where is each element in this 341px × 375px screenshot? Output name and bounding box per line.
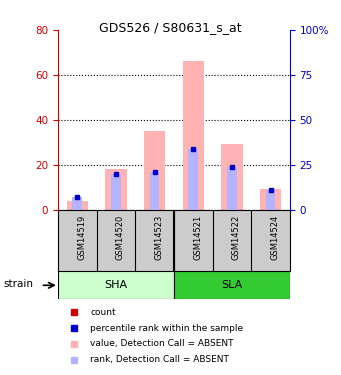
- Bar: [183, 62, 204, 210]
- Text: GSM14519: GSM14519: [77, 214, 86, 260]
- Text: GDS526 / S80631_s_at: GDS526 / S80631_s_at: [99, 21, 242, 34]
- Text: GSM14524: GSM14524: [270, 214, 280, 260]
- Bar: [260, 189, 281, 210]
- Bar: [150, 172, 159, 210]
- Bar: [188, 148, 198, 210]
- Bar: [111, 174, 121, 210]
- Bar: [221, 144, 242, 210]
- Text: count: count: [90, 308, 116, 317]
- Bar: [73, 197, 82, 210]
- Text: GSM14522: GSM14522: [232, 214, 241, 260]
- Text: value, Detection Call = ABSENT: value, Detection Call = ABSENT: [90, 339, 234, 348]
- Bar: [67, 201, 88, 210]
- Text: percentile rank within the sample: percentile rank within the sample: [90, 324, 243, 333]
- Text: SHA: SHA: [104, 280, 128, 290]
- Text: GSM14523: GSM14523: [154, 214, 164, 260]
- Bar: [174, 271, 290, 299]
- Text: GSM14521: GSM14521: [193, 214, 202, 260]
- Bar: [144, 131, 165, 210]
- Bar: [105, 169, 127, 210]
- Text: GSM14520: GSM14520: [116, 214, 125, 260]
- Text: strain: strain: [3, 279, 33, 289]
- Text: SLA: SLA: [221, 280, 242, 290]
- Bar: [266, 190, 276, 210]
- Text: rank, Detection Call = ABSENT: rank, Detection Call = ABSENT: [90, 355, 229, 364]
- Bar: [58, 271, 174, 299]
- Bar: [227, 166, 237, 210]
